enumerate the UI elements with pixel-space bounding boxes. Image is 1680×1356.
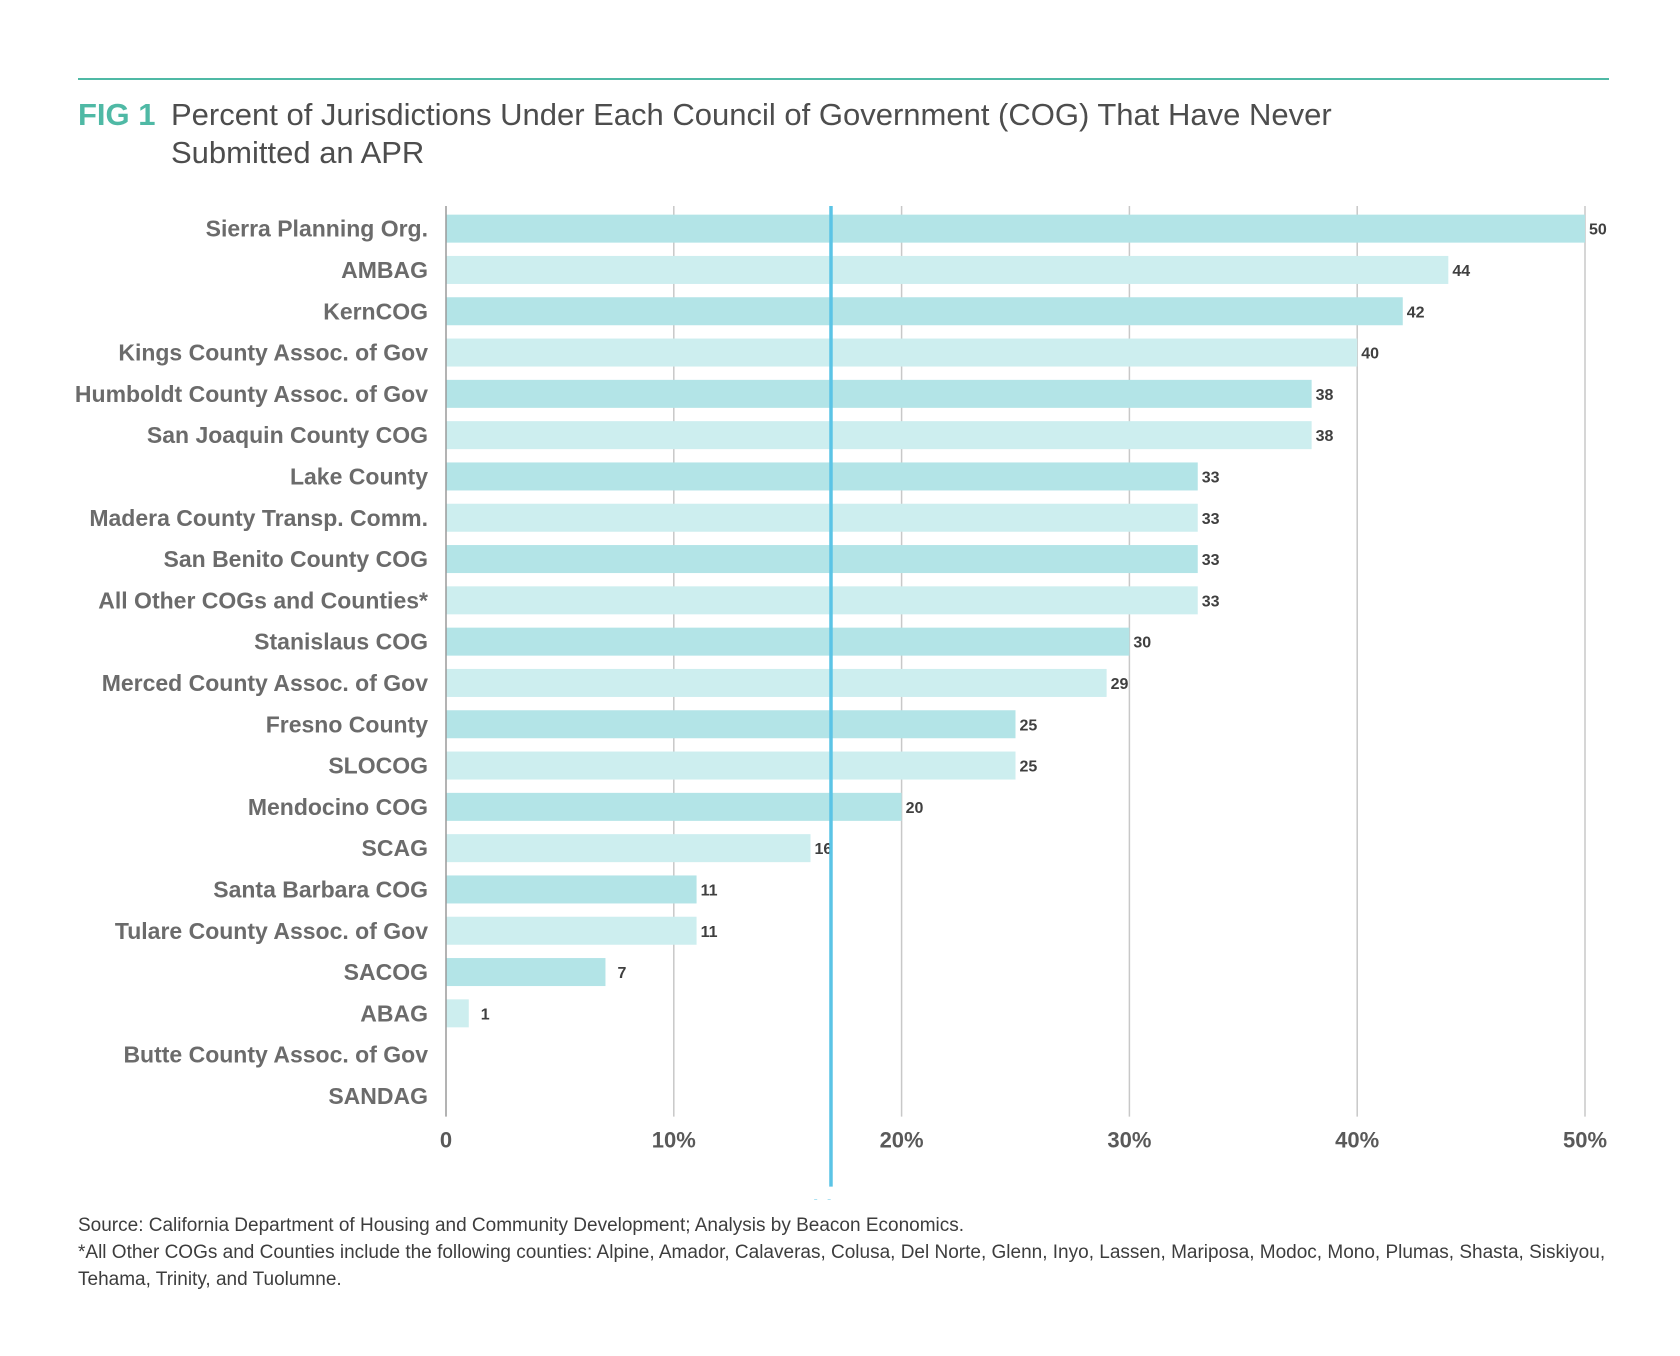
bar: [446, 627, 1130, 656]
x-tick-label: 20%: [880, 1128, 924, 1153]
data-label: 30: [1133, 635, 1151, 652]
data-label: 50: [1589, 222, 1607, 239]
data-label: 33: [1202, 552, 1220, 569]
data-label: 25: [1020, 717, 1038, 734]
bar-chart: Sierra Planning Org. AMBAG KernCOG Kings Co…: [75, 206, 1607, 1200]
bar: [446, 751, 1016, 780]
data-label: 29: [1111, 676, 1129, 693]
category-label: ABAG: [360, 1000, 428, 1026]
data-label: 11: [701, 924, 718, 941]
data-label: 38: [1316, 428, 1334, 445]
category-label: Butte County Assoc. of Gov: [123, 1042, 428, 1068]
category-label: Fresno County: [266, 711, 428, 737]
x-tick-label: 50%: [1563, 1128, 1607, 1153]
category-label: Merced County Assoc. of Gov: [102, 670, 429, 696]
category-label: Stanislaus COG: [254, 629, 428, 655]
x-tick-label: 10%: [652, 1128, 696, 1153]
category-label: San Benito County COG: [164, 546, 429, 572]
category-label: Humboldt County Assoc. of Gov: [75, 381, 428, 407]
bar: [446, 338, 1358, 367]
category-label: Sierra Planning Org.: [206, 216, 428, 242]
source-notes: Source: California Department of Housing…: [78, 1212, 1618, 1293]
category-label: Santa Barbara COG: [213, 876, 428, 902]
data-label: 11: [701, 882, 718, 899]
statewide-reference-label: Statewide: 16.9%: [742, 1196, 921, 1200]
category-label: All Other COGs and Counties*: [98, 587, 428, 613]
x-tick-label: 0: [440, 1128, 452, 1153]
category-label: AMBAG: [341, 257, 428, 283]
bar: [446, 545, 1198, 574]
x-tick-label: 30%: [1107, 1128, 1151, 1153]
source-text: Source: California Department of Housing…: [78, 1215, 965, 1236]
data-label: 7: [617, 965, 626, 982]
data-label: 33: [1202, 469, 1220, 486]
category-label: Tulare County Assoc. of Gov: [115, 918, 428, 944]
top-rule: [78, 78, 1609, 80]
bar: [446, 379, 1312, 408]
data-label: 25: [1020, 759, 1038, 776]
category-label: SCAG: [362, 835, 428, 861]
bar: [446, 503, 1198, 532]
data-label: 44: [1452, 263, 1470, 280]
bar: [446, 875, 697, 904]
bar: [446, 834, 811, 863]
figure-label: FIG 1: [78, 97, 156, 132]
bar: [446, 462, 1198, 491]
category-label: SACOG: [344, 959, 428, 985]
category-label: San Joaquin County COG: [147, 422, 428, 448]
category-label: Kings County Assoc. of Gov: [118, 340, 428, 366]
x-tick-label: 40%: [1335, 1128, 1379, 1153]
category-label: Madera County Transp. Comm.: [89, 505, 428, 531]
figure-title-text: Percent of Jurisdictions Under Each Coun…: [171, 97, 1332, 170]
bar: [446, 916, 697, 945]
category-label: SLOCOG: [328, 753, 428, 779]
data-label: 1: [481, 1006, 490, 1023]
bar: [446, 710, 1016, 739]
bar: [446, 668, 1107, 697]
data-label: 33: [1202, 511, 1220, 528]
bar: [446, 999, 469, 1028]
data-label: 16: [814, 841, 832, 858]
category-label: Lake County: [290, 463, 428, 489]
data-label: 42: [1407, 304, 1425, 321]
category-label: KernCOG: [323, 298, 428, 324]
data-label: 33: [1202, 593, 1220, 610]
category-label: SANDAG: [328, 1083, 428, 1109]
data-label: 40: [1361, 346, 1379, 363]
data-label: 38: [1316, 387, 1334, 404]
category-label: Mendocino COG: [248, 794, 428, 820]
bar: [446, 958, 606, 987]
bar: [446, 586, 1198, 615]
bar: [446, 297, 1403, 326]
data-label: 20: [906, 800, 924, 817]
bar: [446, 792, 902, 821]
bar: [446, 214, 1585, 243]
footnote-text: *All Other COGs and Counties include the…: [78, 1242, 1606, 1290]
bar: [446, 255, 1449, 284]
bar: [446, 421, 1312, 450]
